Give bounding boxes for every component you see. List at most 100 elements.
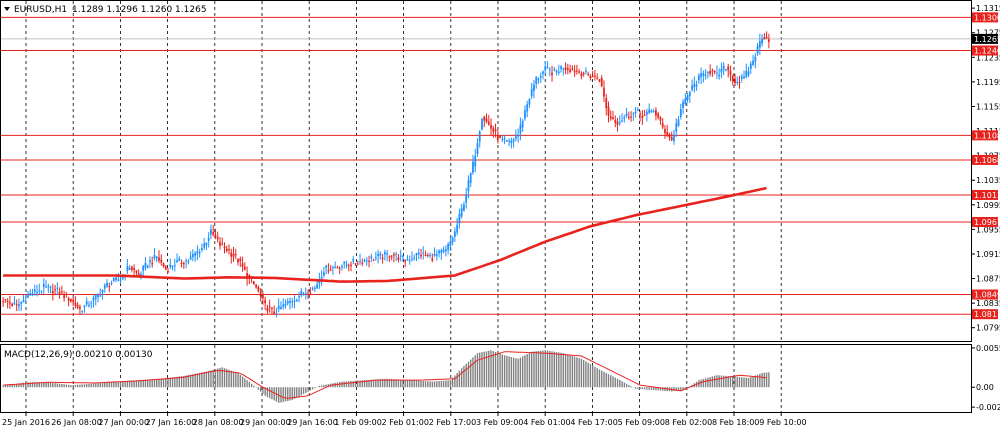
candle-body xyxy=(286,301,289,304)
candle-body xyxy=(205,242,208,246)
candle-body xyxy=(268,306,271,308)
candle-body xyxy=(214,234,217,238)
candle-body xyxy=(449,241,452,247)
candle-body xyxy=(379,253,382,256)
candle-body xyxy=(234,254,237,256)
grid-lines xyxy=(25,1,782,412)
candle-body xyxy=(643,114,646,116)
bid-label-box xyxy=(972,33,998,44)
candle-body xyxy=(555,70,558,73)
candle-body xyxy=(49,286,52,288)
candle-body xyxy=(655,110,657,116)
candle-body xyxy=(526,104,529,112)
candle-body xyxy=(632,112,635,114)
candle-body xyxy=(618,121,621,123)
candle-body xyxy=(476,143,479,154)
chevron-down-icon[interactable] xyxy=(4,7,10,11)
candle-body xyxy=(465,194,468,203)
candle-body xyxy=(332,267,334,269)
candle-body xyxy=(607,106,610,116)
price-panel-frame xyxy=(0,0,972,342)
candle-body xyxy=(11,303,14,306)
candle-body xyxy=(433,253,436,257)
candle-body xyxy=(677,119,680,126)
candle-body xyxy=(499,136,501,138)
candle-body xyxy=(6,300,9,302)
candle-body xyxy=(63,295,66,298)
candle-body xyxy=(740,76,743,79)
candle-body xyxy=(65,293,68,295)
candle-body xyxy=(702,73,705,77)
candle-body xyxy=(203,243,206,248)
candle-body xyxy=(243,266,246,270)
candle-body xyxy=(325,265,328,268)
candle-body xyxy=(47,286,50,288)
candle-body xyxy=(252,281,255,285)
candle-body xyxy=(767,39,770,42)
candle-body xyxy=(383,252,386,255)
x-tick-label: 8 Feb 02:00 xyxy=(665,418,712,427)
candle-body xyxy=(596,77,599,79)
candle-body xyxy=(501,139,504,141)
candle-body xyxy=(54,289,56,291)
candle-body xyxy=(327,270,330,272)
candle-body xyxy=(142,266,145,271)
candle-body xyxy=(395,253,398,255)
y-tick-label: 1.0995 xyxy=(976,201,1000,210)
candle-body xyxy=(207,237,210,241)
candle-body xyxy=(440,250,443,253)
candle-body xyxy=(72,299,75,302)
candle-body xyxy=(415,253,418,256)
candle-body xyxy=(182,263,185,265)
ohlc-header: 1.1289 1.1296 1.1260 1.1265 xyxy=(72,5,207,15)
level-label: 1.0967 xyxy=(974,218,1000,227)
candle-body xyxy=(361,262,364,264)
candle-body xyxy=(164,266,167,270)
candle-body xyxy=(399,255,402,257)
candle-body xyxy=(261,295,264,299)
candle-body xyxy=(652,111,655,113)
candle-body xyxy=(754,56,757,62)
candle-body xyxy=(411,258,413,260)
candle-body xyxy=(15,304,18,306)
level-label: 1.1300 xyxy=(974,13,1000,22)
candle-body xyxy=(661,122,664,128)
candle-body xyxy=(275,313,278,315)
candle-body xyxy=(458,214,461,224)
candle-body xyxy=(727,66,730,71)
candle-body xyxy=(320,277,323,281)
candle-body xyxy=(42,284,45,287)
candle-body xyxy=(108,286,111,288)
candle-body xyxy=(406,259,409,261)
candle-body xyxy=(259,291,262,297)
candle-body xyxy=(284,303,287,306)
candle-body xyxy=(404,259,407,262)
candle-body xyxy=(670,137,673,141)
candle-body xyxy=(354,263,357,265)
candle-body xyxy=(639,113,642,115)
candle-body xyxy=(697,75,700,81)
level-label: 1.1068 xyxy=(974,156,1000,165)
candle-body xyxy=(695,84,698,87)
level-label-box xyxy=(972,189,998,200)
level-labels: 1.1300 1.1246 1.1108 1.1068 1.1011 1.0967 1.08… xyxy=(972,12,1000,320)
candle-body xyxy=(343,261,346,264)
candle-body xyxy=(79,306,81,309)
macd-histogram xyxy=(2,350,770,403)
candle-body xyxy=(386,253,389,255)
candle-body xyxy=(420,254,422,257)
candle-body xyxy=(614,120,617,123)
candle-body xyxy=(169,264,172,267)
y-tick-label: 1.0875 xyxy=(976,275,1000,284)
candle-body xyxy=(517,134,520,137)
candle-body xyxy=(422,252,425,254)
candle-body xyxy=(551,72,553,76)
candle-body xyxy=(706,71,709,74)
candle-body xyxy=(180,263,183,265)
y-tick-label: 1.1275 xyxy=(976,29,1000,38)
x-tick-label: 4 Feb 01:00 xyxy=(523,418,570,427)
y-tick-label: 1.1315 xyxy=(976,4,1000,13)
x-tick-label: 27 Jan 16:00 xyxy=(146,418,197,427)
